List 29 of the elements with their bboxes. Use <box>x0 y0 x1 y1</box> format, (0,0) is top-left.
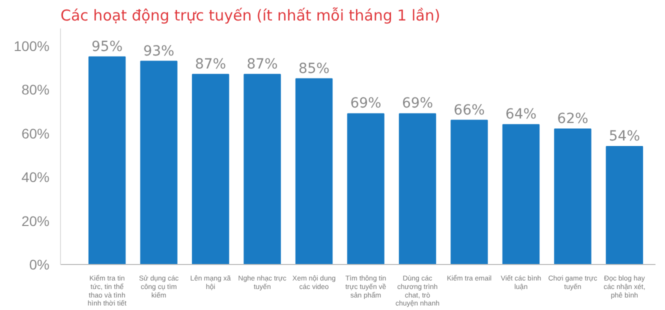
data-label: 93% <box>143 43 174 60</box>
y-tick-label: 40% <box>21 169 50 186</box>
data-label: 66% <box>454 102 485 118</box>
bar <box>295 78 333 264</box>
bar <box>192 74 230 264</box>
y-tick-label: 20% <box>21 212 50 229</box>
data-label: 64% <box>505 106 537 123</box>
data-label: 54% <box>608 128 640 144</box>
data-label: 85% <box>298 60 330 77</box>
bar <box>244 74 281 264</box>
bar <box>140 60 178 264</box>
data-label: 95% <box>92 38 123 55</box>
data-label: 69% <box>350 96 382 112</box>
y-tick-label: 80% <box>21 82 50 98</box>
chart-title: Các hoạt động trực tuyến (ít nhất mỗi tháng 1 lần) <box>60 6 440 24</box>
bar <box>450 120 488 264</box>
data-label: 87% <box>194 56 226 72</box>
data-label: 87% <box>246 56 278 72</box>
data-label: 62% <box>557 111 588 128</box>
y-tick-label: 0% <box>29 256 50 272</box>
bar <box>554 128 592 264</box>
bar <box>88 56 126 264</box>
bar <box>606 146 644 264</box>
data-label: 69% <box>402 96 434 112</box>
bar <box>502 124 540 264</box>
bar <box>398 113 436 264</box>
bar <box>347 113 384 264</box>
y-tick-label: 100% <box>14 38 50 54</box>
y-tick-label: 60% <box>21 125 50 142</box>
